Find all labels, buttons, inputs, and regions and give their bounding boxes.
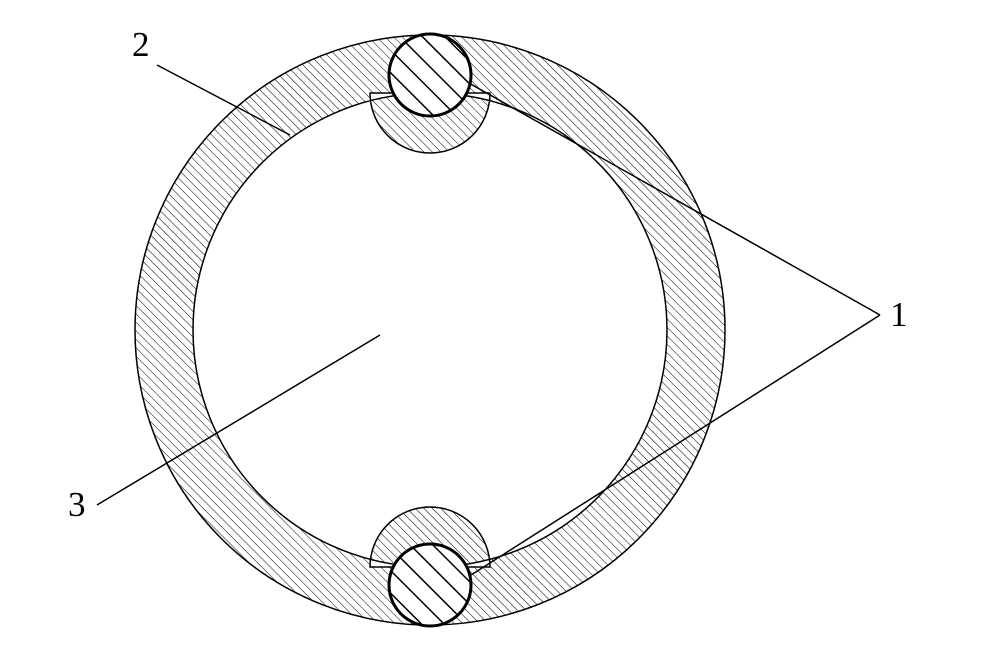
ring-body bbox=[135, 35, 725, 625]
callout-label-1: 1 bbox=[890, 295, 908, 335]
small-circle-bottom bbox=[389, 544, 471, 626]
callout-label-2: 2 bbox=[132, 25, 150, 65]
small-circle-top bbox=[389, 34, 471, 116]
callout-label-3: 3 bbox=[68, 485, 86, 525]
